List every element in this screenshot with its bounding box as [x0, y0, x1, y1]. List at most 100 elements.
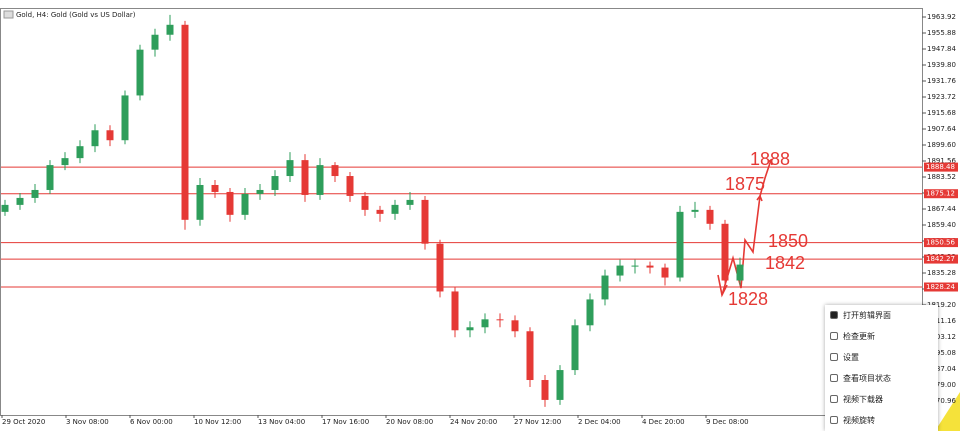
menu-item[interactable]: 视频旋转 — [825, 410, 938, 431]
x-tick-label: 17 Nov 16:00 — [322, 418, 369, 426]
y-tick-label: 1867.44 — [927, 205, 956, 213]
candle-body — [361, 195, 369, 210]
annotation: 1888 — [750, 149, 790, 169]
y-tick-label: 1770.96 — [927, 397, 956, 405]
x-tick-label: 6 Nov 00:00 — [130, 418, 173, 426]
menu-item[interactable]: 打开剪辑界面 — [825, 305, 938, 326]
x-tick-label: 4 Dec 20:00 — [642, 418, 685, 426]
level-tag — [924, 254, 958, 264]
menu-item[interactable]: 视频下载器 — [825, 389, 938, 410]
y-tick-label: 1955.88 — [927, 29, 956, 37]
candle-body — [1, 204, 9, 212]
x-tick-label: 9 Dec 08:00 — [706, 418, 749, 426]
candle-body — [346, 176, 354, 196]
y-tick-label: 1939.80 — [927, 61, 956, 69]
candle-body — [211, 184, 219, 192]
level-tag — [924, 189, 958, 199]
y-tick-label: 1891.56 — [927, 157, 956, 165]
candle-body — [541, 380, 549, 400]
symbol-icon — [3, 10, 14, 19]
y-tick-label: 1787.04 — [927, 365, 956, 373]
candle-body — [226, 191, 234, 215]
arrow-head — [756, 194, 763, 202]
y-tick-label: 1899.60 — [927, 141, 956, 149]
x-tick-label: 24 Nov 20:00 — [450, 418, 497, 426]
candle-body — [631, 265, 639, 267]
level-label: 1828.24 — [926, 283, 955, 291]
candle-body — [181, 24, 189, 220]
menu-item[interactable]: 查看项目状态 — [825, 368, 938, 389]
y-tick-label: 1931.76 — [927, 77, 956, 85]
candle-body — [241, 193, 249, 215]
annotation: 1850 — [768, 231, 808, 251]
candle-body — [196, 184, 204, 220]
candle-body — [661, 267, 669, 278]
level-label: 1875.12 — [926, 190, 955, 198]
candle-body — [736, 264, 744, 281]
candle-body — [166, 24, 174, 35]
y-tick-label: 1859.40 — [927, 221, 956, 229]
candle-body — [376, 209, 384, 214]
candle-body — [721, 223, 729, 281]
y-tick-label: 1963.92 — [927, 13, 956, 21]
candle-body — [571, 325, 579, 371]
candle-body — [331, 165, 339, 177]
candle-body — [646, 265, 654, 268]
candle-body — [301, 160, 309, 195]
level-label: 1850.56 — [926, 239, 955, 247]
x-tick-label: 20 Nov 08:00 — [386, 418, 433, 426]
candle-body — [436, 243, 444, 292]
y-tick-label: 1907.64 — [927, 125, 956, 133]
corner-badge — [935, 392, 960, 431]
candle-body — [706, 209, 714, 224]
arrow-path — [721, 159, 772, 296]
candle-body — [106, 130, 114, 141]
annotation: 1842 — [765, 253, 805, 273]
arrow-head — [767, 158, 773, 166]
candle-body — [271, 176, 279, 190]
candle-body — [136, 49, 144, 96]
candle-body — [676, 211, 684, 278]
menu-item[interactable]: 设置 — [825, 347, 938, 368]
y-tick-label: 1811.16 — [927, 317, 956, 325]
annotation: 1875 — [725, 174, 765, 194]
candle-body — [76, 146, 84, 159]
level-label: 1888.48 — [926, 163, 955, 171]
y-tick-label: 1835.28 — [927, 269, 956, 277]
candle-body — [481, 319, 489, 328]
level-tag — [924, 162, 958, 172]
candle-body — [121, 95, 129, 141]
candle-body — [16, 197, 24, 205]
y-tick-label: 1819.20 — [927, 301, 956, 309]
y-tick-label: 1923.72 — [927, 93, 956, 101]
candle-body — [691, 209, 699, 212]
arrow-head — [717, 274, 728, 298]
level-label: 1842.27 — [926, 255, 955, 263]
x-tick-label: 10 Nov 12:00 — [194, 418, 241, 426]
y-tick-label: 1883.52 — [927, 173, 956, 181]
candle-body — [496, 319, 504, 321]
candle-body — [256, 189, 264, 194]
plot-frame — [0, 8, 923, 416]
y-tick-label: 1803.12 — [927, 333, 956, 341]
chart-title: Gold, H4: Gold (Gold vs US Dollar) — [16, 11, 136, 19]
candle-body — [526, 331, 534, 381]
y-tick-label: 1795.08 — [927, 349, 956, 357]
level-tag — [924, 238, 958, 248]
y-tick-label: 1915.68 — [927, 109, 956, 117]
candle-body — [46, 165, 54, 190]
x-tick-label: 13 Nov 04:00 — [258, 418, 305, 426]
candle-body — [406, 199, 414, 205]
candle-body — [466, 327, 474, 331]
candle-body — [586, 299, 594, 326]
context-menu: 打开剪辑界面 检查更新 设置 查看项目状态 视频下载器 视频旋转 — [825, 305, 938, 431]
candle-body — [151, 34, 159, 50]
candle-body — [391, 204, 399, 214]
y-tick-label: 1779.00 — [927, 381, 956, 389]
level-tag — [924, 282, 958, 292]
x-tick-label: 29 Oct 2020 — [2, 418, 45, 426]
x-tick-label: 3 Nov 08:00 — [66, 418, 109, 426]
menu-item[interactable]: 检查更新 — [825, 326, 938, 347]
candle-body — [316, 165, 324, 195]
